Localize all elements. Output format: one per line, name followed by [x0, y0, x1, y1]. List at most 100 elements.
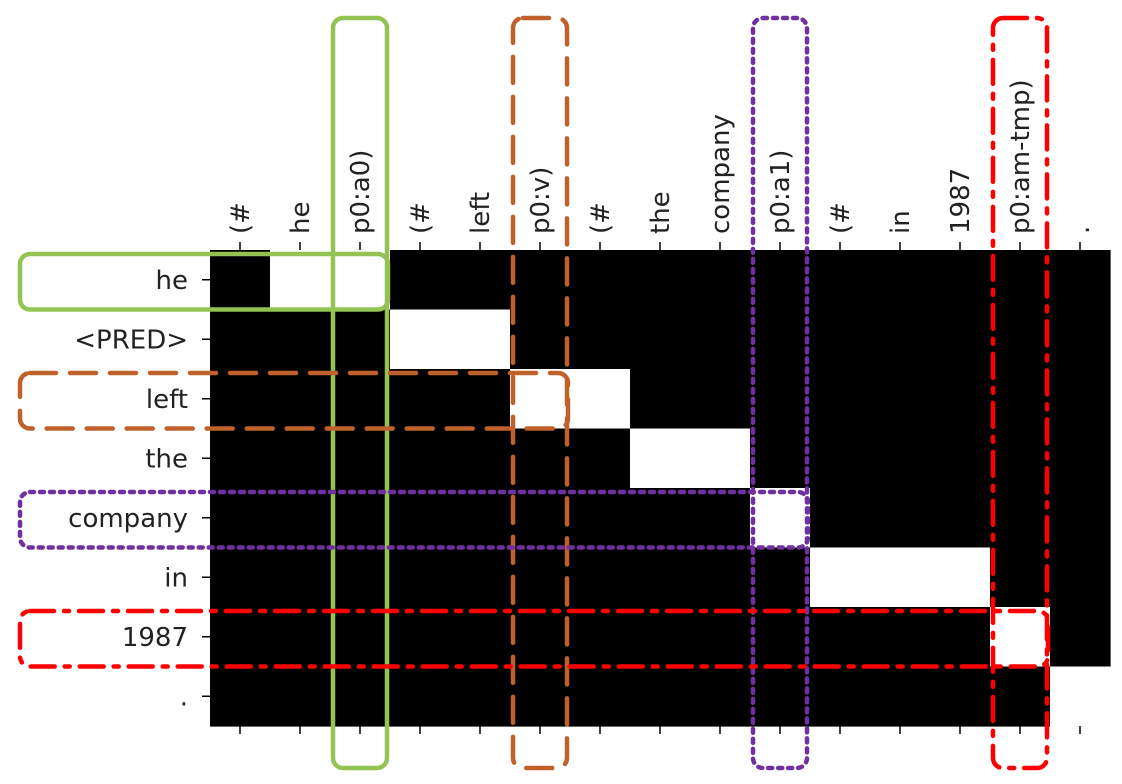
- heatmap-cell: [930, 250, 991, 311]
- y-tick-label: left: [146, 385, 188, 415]
- heatmap-cell: [870, 250, 931, 311]
- heatmap-cell: [750, 369, 811, 430]
- x-tick-label: p0:a1): [766, 150, 796, 234]
- x-tick-labels: (# he p0:a0) (# left p0:v) (# the company p0:a1) (…: [226, 79, 1096, 234]
- y-tick-label: he: [156, 266, 188, 296]
- heatmap-cell: [270, 547, 331, 608]
- heatmap-cell: [510, 428, 571, 489]
- heatmap-cell: [390, 607, 451, 668]
- heatmap-cell: [870, 309, 931, 370]
- y-tick-label: .: [180, 682, 188, 712]
- heatmap-cell: [990, 250, 1051, 311]
- heatmap-cell: [210, 428, 271, 489]
- heatmap-cell: [1050, 488, 1111, 549]
- heatmap-cell: [810, 250, 871, 311]
- heatmap-cell: [930, 309, 991, 370]
- heatmap-cell: [990, 547, 1051, 608]
- x-tick-label: company: [706, 114, 736, 234]
- heatmap-cell: [750, 666, 811, 727]
- x-tick-label: p0:a0): [346, 150, 376, 234]
- heatmap-cell: [570, 369, 631, 430]
- heatmap-cell: [210, 666, 271, 727]
- heatmap-cell: [210, 488, 271, 549]
- heatmap-cell: [510, 369, 571, 430]
- heatmap-cell: [330, 488, 391, 549]
- x-tick-label: .: [1066, 226, 1096, 234]
- y-tick-label: 1987: [122, 623, 188, 653]
- heatmap-cell: [570, 250, 631, 311]
- x-tick-label: in: [886, 210, 916, 234]
- heatmap-cell: [690, 666, 751, 727]
- heatmap-cell: [330, 250, 391, 311]
- heatmap-cell: [630, 607, 691, 668]
- heatmap-cell: [990, 309, 1051, 370]
- heatmap-cell: [390, 547, 451, 608]
- highlight-column-box: [330, 15, 390, 771]
- x-tick-label: the: [646, 191, 676, 234]
- heatmap-cell: [990, 369, 1051, 430]
- heatmap-cell: [810, 666, 871, 727]
- heatmap-cell: [270, 488, 331, 549]
- heatmap-cell: [390, 428, 451, 489]
- heatmap-cell: [330, 369, 391, 430]
- heatmap-cell: [450, 369, 511, 430]
- heatmap-cell: [810, 309, 871, 370]
- heatmap-cell: [990, 488, 1051, 549]
- heatmap-cell: [630, 250, 691, 311]
- heatmap-cell: [870, 666, 931, 727]
- heatmap-cell: [930, 666, 991, 727]
- heatmap-cell: [210, 369, 271, 430]
- heatmap-cell: [270, 369, 331, 430]
- heatmap-cell: [570, 428, 631, 489]
- heatmap-cell: [510, 547, 571, 608]
- heatmap-cell: [750, 250, 811, 311]
- heatmap-cell: [390, 369, 451, 430]
- heatmap-cell: [750, 488, 811, 549]
- heatmap-cell: [930, 488, 991, 549]
- heatmap-cell: [570, 547, 631, 608]
- heatmap-cell: [630, 547, 691, 608]
- heatmap-cell: [690, 428, 751, 489]
- heatmap-cell: [810, 488, 871, 549]
- heatmap-cell: [810, 547, 871, 608]
- heatmap-cell: [630, 309, 691, 370]
- heatmap-cell: [390, 250, 451, 311]
- heatmap-cell: [570, 607, 631, 668]
- heatmap-cell: [930, 607, 991, 668]
- x-tick-label: left: [466, 192, 496, 234]
- heatmap-cell: [1050, 250, 1111, 311]
- x-tick-label: (#: [406, 202, 436, 234]
- heatmap-cell: [1050, 428, 1111, 489]
- y-tick-label: the: [145, 444, 188, 474]
- heatmap-cell: [990, 666, 1051, 727]
- heatmap-cell: [930, 369, 991, 430]
- heatmap-cell: [450, 428, 511, 489]
- heatmap-cell: [750, 607, 811, 668]
- heatmap-cell: [630, 428, 691, 489]
- heatmap-cell: [1050, 369, 1111, 430]
- heatmap-cell: [330, 666, 391, 727]
- heatmap-cell: [630, 369, 691, 430]
- heatmap-cell: [450, 250, 511, 311]
- x-tick-label: 1987: [946, 168, 976, 234]
- heatmap-cell: [870, 488, 931, 549]
- x-tick-label: p0:v): [526, 167, 556, 234]
- heatmap-cell: [210, 250, 271, 311]
- heatmap-cell: [210, 607, 271, 668]
- heatmap-cell: [390, 309, 451, 370]
- heatmap-cell: [990, 607, 1051, 668]
- heatmap-cell: [870, 369, 931, 430]
- heatmap-cell: [510, 250, 571, 311]
- heatmap-cell: [450, 607, 511, 668]
- heatmap-cell: [750, 428, 811, 489]
- x-tick-label: (#: [826, 202, 856, 234]
- heatmap-cell: [270, 607, 331, 668]
- heatmap-cell: [870, 607, 931, 668]
- y-tick-label: <PRED>: [74, 325, 188, 355]
- heatmap-cell: [750, 547, 811, 608]
- heatmap-cell: [390, 488, 451, 549]
- x-tick-label: p0:am-tmp): [1006, 79, 1036, 234]
- heatmap-cell: [810, 607, 871, 668]
- heatmap-cell: [570, 488, 631, 549]
- heatmap-cell: [450, 488, 511, 549]
